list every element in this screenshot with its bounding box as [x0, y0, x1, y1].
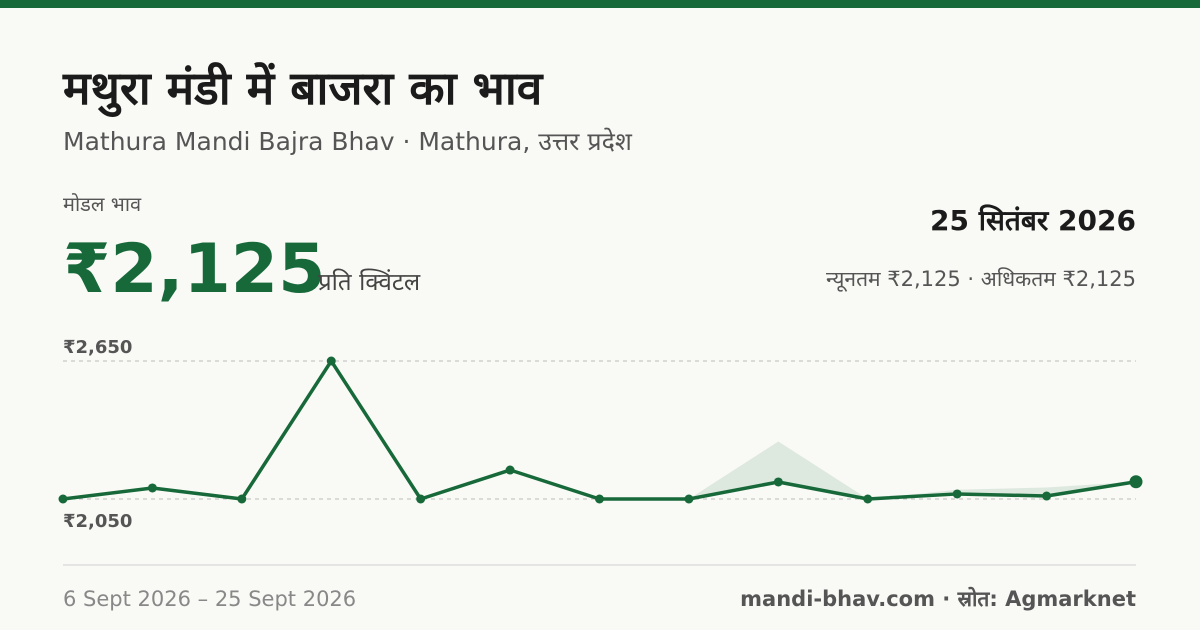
price-line: [62, 359, 1137, 501]
y-tick-label: ₹2,050: [63, 511, 132, 532]
price-point: [595, 494, 604, 504]
top-bar: [0, 0, 1200, 8]
price-unit: प्रति क्विंटल: [318, 268, 421, 296]
source: mandi-bhav.com · स्रोत: Agmarknet: [740, 586, 1136, 611]
price-point: [237, 494, 247, 504]
price-point: [58, 494, 68, 504]
price-point: [684, 494, 694, 504]
price-label: मोडल भाव: [63, 192, 142, 216]
y-tick-label: ₹2,650: [63, 337, 132, 358]
price-point: [147, 483, 157, 493]
date: 25 सितंबर 2026: [930, 204, 1136, 237]
title: मथुरा मंडी में बाजरा का भाव: [62, 61, 544, 118]
subtitle: Mathura Mandi Bajra Bhav · Mathura, उत्त…: [63, 127, 633, 156]
price-point: [863, 494, 873, 504]
price-point: [773, 477, 783, 487]
price-point: [1129, 475, 1143, 489]
price-point: [952, 489, 962, 499]
price-band: [688, 441, 1136, 499]
min-max: न्यूनतम ₹2,125 · अधिकतम ₹2,125: [826, 267, 1136, 292]
plot: ₹2,650 ₹2,050: [58, 337, 1143, 532]
price-point: [326, 356, 336, 366]
date-range: 6 Sept 2026 – 25 Sept 2026: [63, 587, 356, 611]
price-point: [1042, 491, 1052, 501]
price: ₹2,125: [63, 230, 325, 309]
price-point: [505, 465, 515, 475]
price-point: [416, 494, 426, 504]
